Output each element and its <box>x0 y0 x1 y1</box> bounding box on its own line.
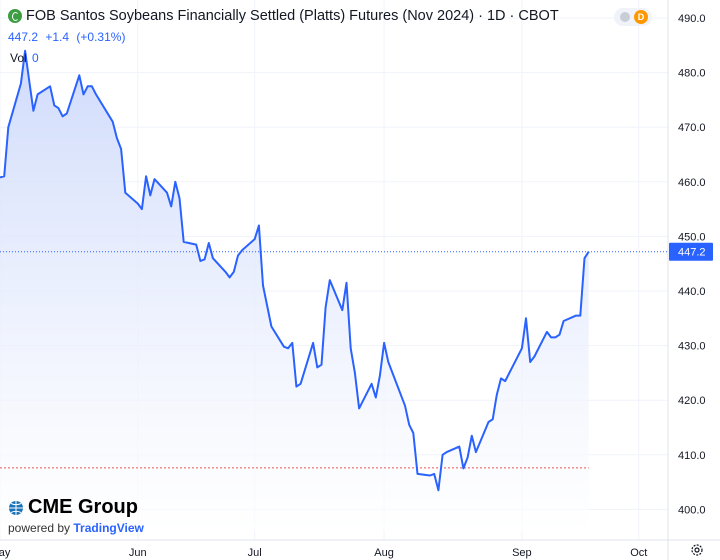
volume-label: Vol <box>10 51 27 65</box>
chart-header: FOB Santos Soybeans Financially Settled … <box>8 8 559 24</box>
y-tick-label: 420.0 <box>678 395 706 407</box>
y-tick-label: 400.0 <box>678 504 706 516</box>
y-tick-label: 460.0 <box>678 177 706 189</box>
y-tick-label: 470.0 <box>678 122 706 134</box>
price-area-fill <box>0 50 589 533</box>
y-tick-label: 490.0 <box>678 13 706 25</box>
last-price-label: 447.2 <box>669 242 713 261</box>
market-status-badge[interactable]: D <box>614 8 652 26</box>
x-axis[interactable]: May Jun Jul Aug Sep Oct <box>0 539 720 559</box>
chart-title: FOB Santos Soybeans Financially Settled … <box>26 8 559 24</box>
price-line[interactable] <box>0 49 590 492</box>
y-tick-label: 440.0 <box>678 286 706 298</box>
price-change: +1.4 <box>45 30 70 44</box>
cme-logo-text: CME Group <box>28 496 138 518</box>
powered-by-text: powered by <box>8 521 71 535</box>
cme-logo: CME Group <box>8 496 144 519</box>
x-tick-label: Jul <box>248 547 262 559</box>
cme-globe-icon <box>9 500 23 515</box>
branding: CME Group powered by TradingView <box>8 496 144 535</box>
price-change-percent: (+0.31%) <box>76 30 126 44</box>
delayed-data-icon: D <box>634 10 648 24</box>
last-price-label-bg <box>669 242 713 261</box>
exchange-logo-icon <box>8 9 22 23</box>
market-closed-icon <box>620 12 630 22</box>
x-tick-label: Sep <box>512 547 532 559</box>
volume-indicator[interactable]: Vol 0 <box>10 51 39 65</box>
last-price: 447.2 <box>8 30 39 44</box>
x-tick-label: Aug <box>374 547 394 559</box>
y-axis[interactable]: 400.0 410.0 420.0 430.0 440.0 450.0 460.0 470.0… <box>667 0 706 560</box>
tradingview-link[interactable]: TradingView <box>73 521 144 535</box>
volume-value: 0 <box>32 51 39 65</box>
y-tick-label: 430.0 <box>678 341 706 353</box>
last-price-label-text: 447.2 <box>678 247 706 259</box>
x-tick-label: May <box>0 547 11 559</box>
powered-by: powered by TradingView <box>8 521 144 535</box>
y-tick-label: 450.0 <box>678 231 706 243</box>
x-tick-label: Oct <box>630 547 647 559</box>
y-tick-label: 410.0 <box>678 450 706 462</box>
settings-gear-icon[interactable] <box>690 543 704 557</box>
x-tick-label: Jun <box>129 547 147 559</box>
y-tick-label: 480.0 <box>678 68 706 80</box>
price-summary: 447.2 +1.4 (+0.31%) <box>8 30 129 44</box>
